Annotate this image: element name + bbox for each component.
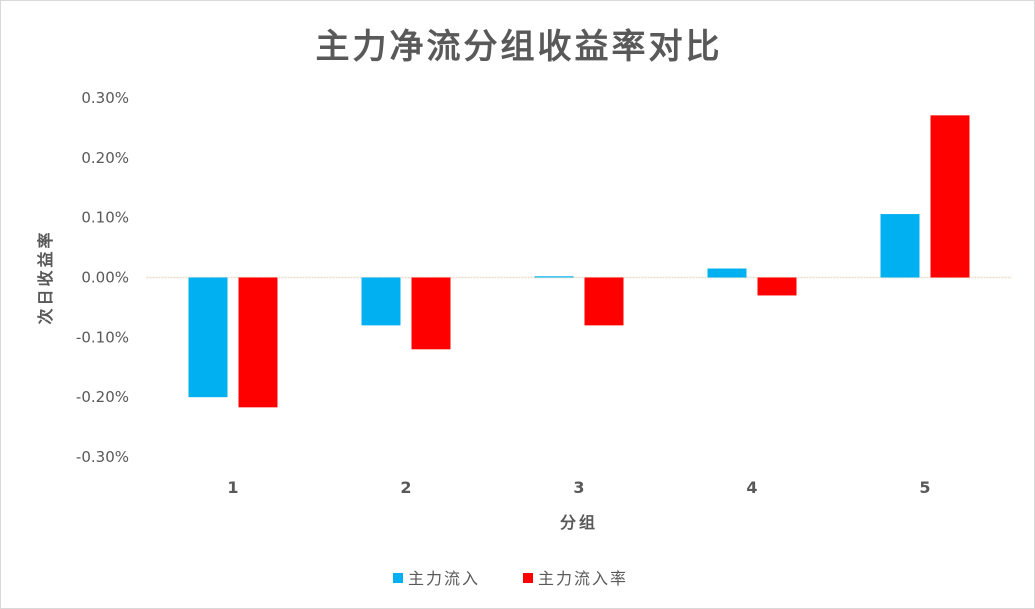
- x-tick-label: 5: [919, 478, 930, 497]
- legend-swatch: [393, 573, 403, 583]
- bar-inflow-2: [361, 277, 401, 326]
- y-axis-label: 次日收益率: [36, 229, 55, 324]
- legend: 主力流入 主力流入率: [393, 569, 628, 588]
- y-tick-label: 0.20%: [81, 149, 129, 167]
- y-tick-label: -0.10%: [76, 328, 129, 346]
- x-tick-label: 1: [227, 478, 238, 497]
- y-tick-label: -0.30%: [76, 448, 129, 466]
- y-tick-label: 0.30%: [81, 89, 129, 107]
- x-axis-label: 分组: [560, 513, 598, 532]
- legend-swatch: [523, 573, 533, 583]
- bar-inflow-5: [880, 214, 920, 278]
- y-tick-label: 0.10%: [81, 209, 129, 227]
- x-tick-label: 3: [573, 478, 584, 497]
- bar-inflow-rate-5: [930, 115, 970, 278]
- legend-label: 主力流入率: [538, 569, 628, 588]
- bar-inflow-3: [534, 276, 574, 278]
- bar-inflow-4: [707, 268, 747, 278]
- chart-title: 主力净流分组收益率对比: [316, 27, 723, 67]
- bar-inflow-rate-2: [411, 277, 451, 350]
- y-tick-label: -0.20%: [76, 388, 129, 406]
- bar-inflow-rate-4: [757, 277, 797, 296]
- bar-inflow-rate-3: [584, 277, 624, 326]
- x-tick-label: 4: [746, 478, 757, 497]
- bar-inflow-1: [188, 277, 228, 398]
- bar-inflow-rate-1: [238, 277, 278, 408]
- y-tick-label: 0.00%: [81, 269, 129, 287]
- legend-label: 主力流入: [408, 569, 480, 588]
- x-tick-label: 2: [400, 478, 411, 497]
